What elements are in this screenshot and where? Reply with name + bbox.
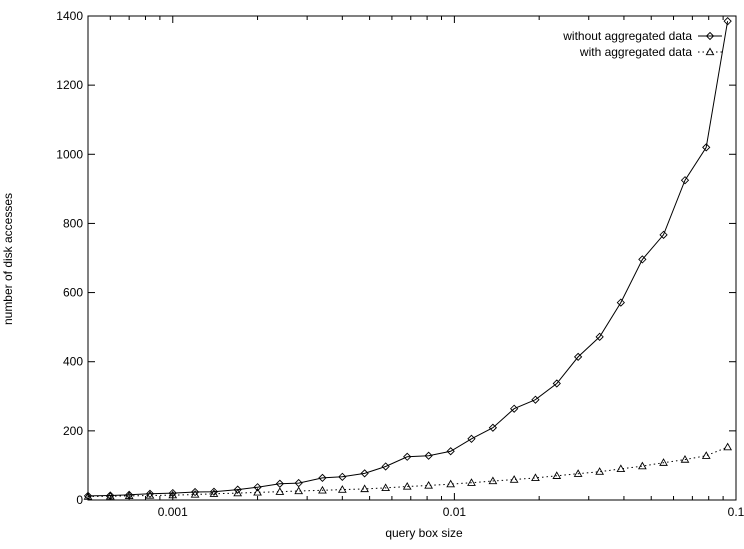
triangle-marker [145,490,155,499]
diamond-marker [381,462,390,471]
triangle-marker [509,475,519,483]
triangle-marker [105,491,115,500]
diamond-marker [168,488,177,498]
triangle-marker [616,464,626,473]
diamond-marker [403,452,412,461]
triangle-marker [701,451,711,459]
diamond-marker [360,469,369,478]
triangle-marker [659,458,668,466]
x-tick-label: 0.001 [158,505,188,519]
triangle-marker [488,476,498,485]
triangle-marker [595,467,605,475]
series-layer [83,17,733,500]
triangle-marker [209,489,219,497]
triangle-marker [318,485,327,494]
triangle-marker [723,442,733,451]
diamond-marker [209,487,219,496]
diamond-marker [595,332,604,341]
triangle-marker [360,484,369,493]
triangle-marker [381,483,391,492]
triangle-marker [573,469,583,477]
triangle-marker [467,478,476,486]
diamond-marker [573,352,583,362]
triangle-marker [531,473,540,482]
diamond-marker [531,395,540,404]
triangle-marker [233,488,243,497]
triangle-marker [83,492,93,500]
triangle-marker [680,455,690,463]
triangle-marker [253,487,262,496]
diamond-marker [638,255,647,264]
x-tick-label: 0.1 [728,505,744,519]
diamond-marker [467,434,476,443]
y-tick-label: 1000 [56,147,83,161]
triangle-marker [446,479,456,488]
diamond-marker [659,230,668,239]
y-tick-label: 800 [63,216,83,230]
triangle-marker [402,482,412,490]
x-tick-label: 0.01 [443,505,467,519]
y-tick-label: 600 [63,286,83,300]
triangle-marker [705,47,715,56]
triangle-marker [124,491,134,500]
plot-frame [87,15,737,501]
diamond-marker [338,472,347,481]
diamond-marker [702,143,711,152]
legend-label: with aggregated data [579,45,692,59]
triangle-marker [424,480,433,489]
diamond-marker [190,487,200,497]
triangle-marker [337,485,347,493]
legend-label: without aggregated data [562,29,692,43]
diamond-marker [424,451,433,460]
diamond-marker [552,379,561,388]
triangle-marker [552,471,562,479]
triangle-marker [168,490,178,499]
diamond-marker [318,473,327,483]
y-tick-label: 1200 [56,78,83,92]
y-tick-label: 400 [63,355,83,369]
axes-layer: 0 200 400 600 800 1000 1200 1400 0.001 0.01 0.1 [56,9,744,519]
diamond-marker [253,483,262,492]
series-2 [83,442,733,500]
diamond-marker [446,447,455,456]
diamond-marker [705,31,715,41]
x-axis-label: query box size [385,526,463,540]
y-tick-label: 200 [63,424,83,438]
triangle-marker [190,489,200,498]
legend: without aggregated data with aggregated d… [562,29,722,59]
diamond-marker [680,176,690,185]
diamond-marker [145,489,155,498]
triangle-marker [294,486,304,495]
diamond-marker [616,298,625,307]
diamond-marker [510,404,519,413]
diamond-marker [488,423,498,432]
y-tick-label: 0 [76,493,83,507]
series-line [87,21,729,497]
triangle-marker [275,487,285,495]
y-axis-label: number of disk accesses [1,193,15,325]
y-tick-label: 1400 [56,9,83,23]
diamond-marker [723,17,732,26]
series-1 [83,17,732,500]
triangle-marker [637,461,647,470]
